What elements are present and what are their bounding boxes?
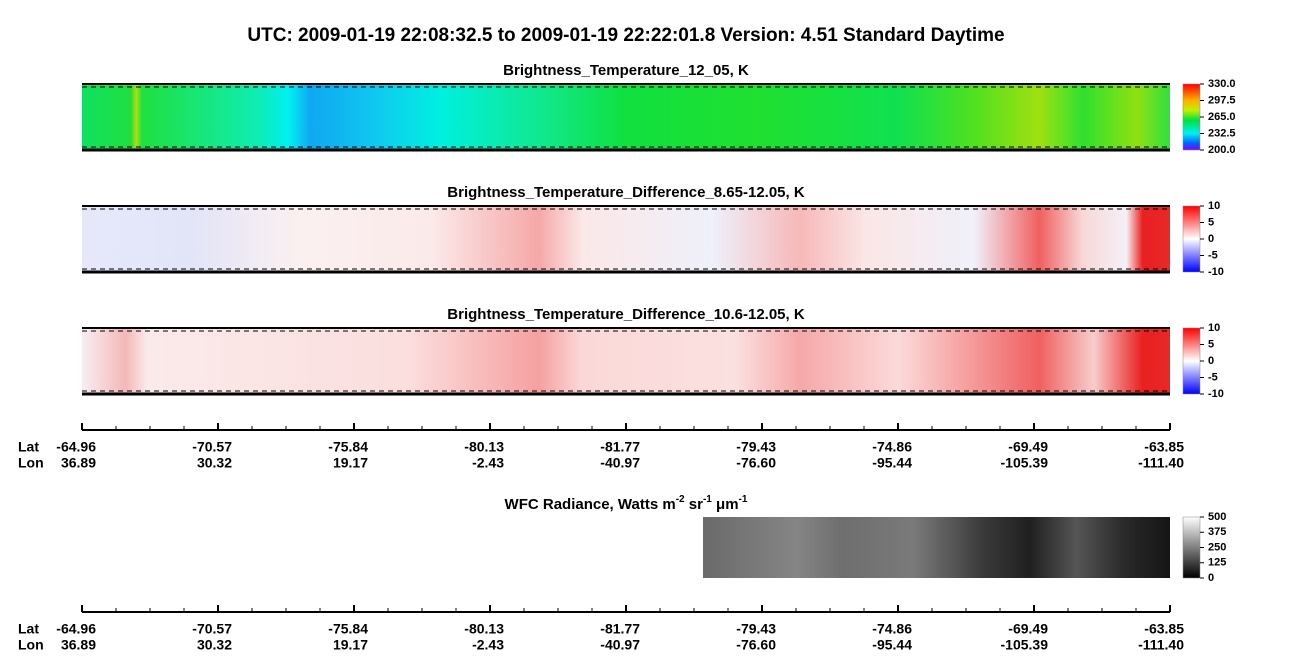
lat-value: -70.57 <box>192 439 232 455</box>
colorbar-tick-label: 5 <box>1208 338 1214 350</box>
colorbar-tick-label: -10 <box>1208 266 1224 278</box>
colorbar <box>1182 516 1201 579</box>
colorbar-tick-label: 200.0 <box>1208 144 1236 156</box>
colorbar-tick-label: -5 <box>1208 249 1218 261</box>
colorbar-tick-label: 0 <box>1208 572 1214 584</box>
lon-value: -111.40 <box>1138 455 1184 471</box>
lon-value: 30.32 <box>197 455 232 471</box>
lat-value: -69.49 <box>1008 621 1048 637</box>
image-strip <box>703 517 1170 578</box>
lat-value: -63.85 <box>1144 439 1184 455</box>
colorbar <box>1182 327 1201 395</box>
lon-label: Lon <box>18 455 44 471</box>
lon-value: -2.43 <box>472 637 504 653</box>
lon-value: -95.44 <box>872 637 912 653</box>
lon-value: -76.60 <box>736 455 776 471</box>
lon-value: 36.89 <box>61 455 96 471</box>
title-part: sr <box>685 496 704 513</box>
lat-value: -81.77 <box>600 439 640 455</box>
lon-value: -40.97 <box>600 637 640 653</box>
colorbar <box>1182 205 1201 273</box>
lat-value: -81.77 <box>600 621 640 637</box>
colorbar-tick-label: 232.5 <box>1208 127 1236 139</box>
lon-label: Lon <box>18 637 44 653</box>
colorbar-tick-label: -10 <box>1208 388 1224 400</box>
lat-value: -79.43 <box>736 439 776 455</box>
panel-title: Brightness_Temperature_Difference_8.65-1… <box>447 184 805 201</box>
lon-value: -105.39 <box>1001 637 1049 653</box>
lon-value: -105.39 <box>1001 455 1049 471</box>
title-part: -2 <box>676 494 685 505</box>
colorbar-tick-label: 125 <box>1208 557 1226 569</box>
lat-label: Lat <box>18 621 39 637</box>
lon-value: 36.89 <box>61 637 96 653</box>
colorbar-tick-label: 0 <box>1208 233 1214 245</box>
lat-value: -75.84 <box>328 621 368 637</box>
panel-title: Brightness_Temperature_12_05, K <box>503 62 749 79</box>
title-part: μm <box>712 496 739 513</box>
colorbar-tick-label: 297.5 <box>1208 94 1236 106</box>
lat-value: -63.85 <box>1144 621 1184 637</box>
title-part: -1 <box>703 494 712 505</box>
image-strip <box>82 84 1170 150</box>
colorbar-tick-label: -5 <box>1208 371 1218 383</box>
lat-label: Lat <box>18 439 39 455</box>
colorbar <box>1182 83 1201 151</box>
lon-value: -40.97 <box>600 455 640 471</box>
lat-value: -69.49 <box>1008 439 1048 455</box>
image-strip <box>82 206 1170 272</box>
lon-value: 19.17 <box>333 455 368 471</box>
panel-title: Brightness_Temperature_Difference_10.6-1… <box>447 306 805 323</box>
title-part: -1 <box>739 494 748 505</box>
colorbar-tick-label: 500 <box>1208 511 1226 523</box>
lon-value: 30.32 <box>197 637 232 653</box>
lon-value: 19.17 <box>333 637 368 653</box>
lat-value: -74.86 <box>872 439 912 455</box>
lon-value: -95.44 <box>872 455 912 471</box>
colorbar-tick-label: 10 <box>1208 322 1220 334</box>
page-title: UTC: 2009-01-19 22:08:32.5 to 2009-01-19… <box>247 25 1004 46</box>
colorbar-tick-label: 250 <box>1208 541 1226 553</box>
colorbar-tick-label: 330.0 <box>1208 78 1236 90</box>
colorbar-tick-label: 0 <box>1208 355 1214 367</box>
lon-value: -111.40 <box>1138 637 1184 653</box>
lat-value: -80.13 <box>464 621 504 637</box>
lat-value: -64.96 <box>56 439 96 455</box>
image-strip <box>82 328 1170 394</box>
lat-value: -64.96 <box>56 621 96 637</box>
lat-value: -75.84 <box>328 439 368 455</box>
lon-value: -76.60 <box>736 637 776 653</box>
panel-title: WFC Radiance, Watts m-2 sr-1 μm-1 <box>505 494 748 513</box>
lat-value: -80.13 <box>464 439 504 455</box>
lat-value: -74.86 <box>872 621 912 637</box>
colorbar-tick-label: 10 <box>1208 200 1220 212</box>
colorbar-tick-label: 5 <box>1208 216 1214 228</box>
colorbar-tick-label: 265.0 <box>1208 111 1236 123</box>
lon-value: -2.43 <box>472 455 504 471</box>
colorbar-tick-label: 375 <box>1208 526 1226 538</box>
lat-value: -79.43 <box>736 621 776 637</box>
title-part: WFC Radiance, Watts m <box>505 496 676 513</box>
lat-value: -70.57 <box>192 621 232 637</box>
